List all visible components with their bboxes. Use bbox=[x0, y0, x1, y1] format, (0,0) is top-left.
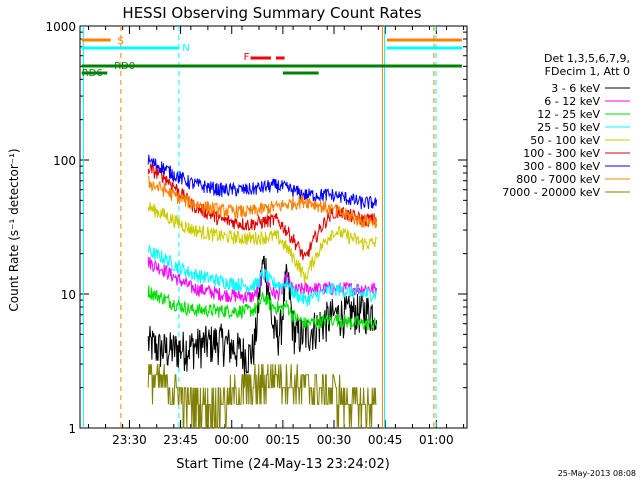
x-tick-label: 00:00 bbox=[214, 433, 249, 447]
series-line bbox=[147, 364, 377, 429]
x-tick-label: 23:30 bbox=[112, 433, 147, 447]
plot-frame bbox=[79, 25, 468, 429]
legend-label: 6 - 12 keV bbox=[544, 95, 600, 108]
flag-label: S bbox=[118, 36, 124, 47]
y-tick-label: 10 bbox=[61, 288, 76, 302]
legend-label: 50 - 100 keV bbox=[530, 134, 600, 147]
series-line bbox=[147, 175, 377, 229]
legend-label: 800 - 7000 keV bbox=[516, 173, 600, 186]
flag-label: RD6 bbox=[82, 68, 103, 79]
x-axis-label: Start Time (24-May-13 23:24:02) bbox=[176, 457, 390, 472]
x-tick-label: 00:30 bbox=[317, 433, 352, 447]
legend: Det 1,3,5,6,7,9,FDecim 1, Att 0 3 - 6 keV… bbox=[502, 52, 630, 199]
y-axis-label: Count Rate (s⁻¹ detector⁻¹) bbox=[7, 148, 21, 311]
x-tick-label: 23:45 bbox=[163, 433, 198, 447]
legend-label: 25 - 50 keV bbox=[537, 121, 600, 134]
legend-header: FDecim 1, Att 0 bbox=[545, 65, 630, 78]
series-line bbox=[147, 202, 377, 285]
legend-label: 7000 - 20000 keV bbox=[502, 186, 600, 199]
series-line bbox=[147, 244, 377, 307]
series-line bbox=[147, 285, 377, 331]
legend-label: 300 - 800 keV bbox=[523, 160, 600, 173]
flag-label: RD0 bbox=[114, 61, 135, 72]
plot-area: 1 10 100 1000 23:30 23:45 00:00 00:15 00:30 00:45… bbox=[45, 20, 468, 447]
y-tick-label: 1 bbox=[68, 422, 76, 436]
series-line bbox=[147, 154, 377, 210]
x-tick-label: 01:00 bbox=[419, 433, 454, 447]
y-tick-label: 100 bbox=[53, 154, 76, 168]
flag-label: N bbox=[182, 43, 189, 54]
legend-label: 100 - 300 keV bbox=[523, 147, 600, 160]
legend-label: 3 - 6 keV bbox=[551, 82, 600, 95]
footer-timestamp: 25-May-2013 08:08 bbox=[558, 469, 636, 478]
chart-title: HESSI Observing Summary Count Rates bbox=[122, 4, 421, 22]
x-tick-label: 00:45 bbox=[368, 433, 403, 447]
legend-header: Det 1,3,5,6,7,9, bbox=[544, 52, 630, 65]
flag-label: F bbox=[244, 52, 250, 63]
legend-label: 12 - 25 keV bbox=[537, 108, 600, 121]
y-tick-label: 1000 bbox=[45, 20, 76, 34]
x-tick-label: 00:15 bbox=[266, 433, 301, 447]
